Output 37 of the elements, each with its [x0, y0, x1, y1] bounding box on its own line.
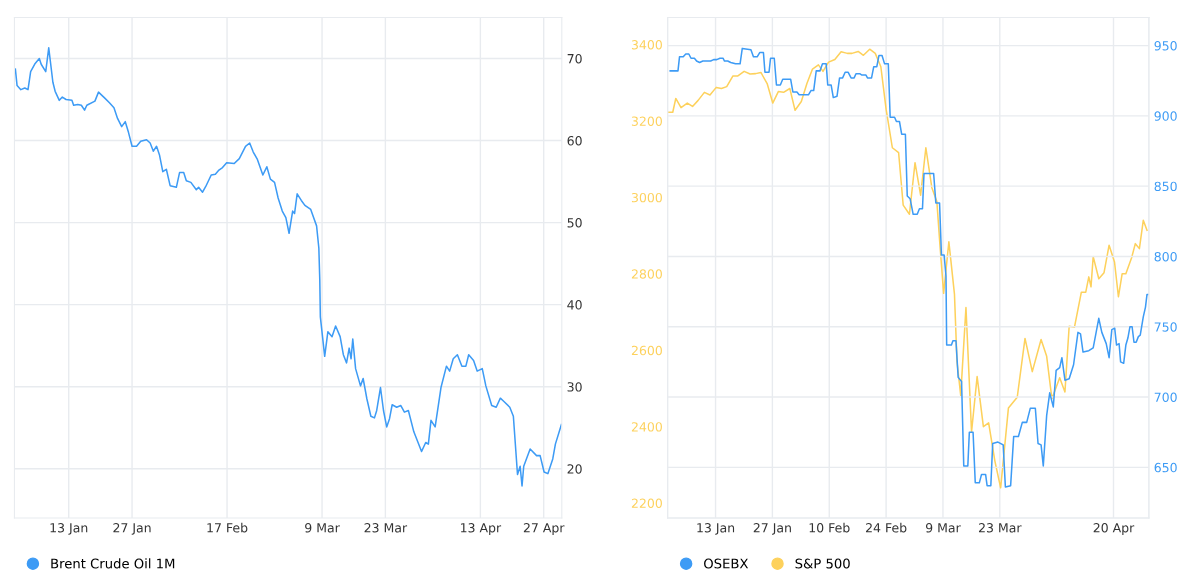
- y-tick-label: 2400: [631, 422, 662, 432]
- y2-tick-label: 750: [1154, 322, 1177, 332]
- y-tick-label: 50: [567, 218, 582, 228]
- x-tick-label: 27 Jan: [753, 523, 791, 535]
- y-tick-label: 60: [567, 136, 582, 146]
- y-tick-label: 3400: [631, 40, 662, 50]
- y2-tick-label: 700: [1154, 392, 1177, 402]
- x-tick-label: 13 Apr: [461, 523, 502, 535]
- x-tick-label: 9 Mar: [925, 523, 961, 533]
- x-tick-label: 10 Feb: [809, 522, 850, 533]
- legend-label: Brent Crude Oil 1M: [51, 558, 175, 569]
- legend-label: OSEBX: [704, 558, 749, 569]
- x-tick-label: 24 Feb: [866, 522, 907, 533]
- y-tick-label: 2600: [631, 345, 662, 356]
- y-tick-label: 20: [567, 464, 582, 474]
- legend-label: S&P 500: [795, 558, 850, 569]
- x-tick-label: 23 Mar: [364, 523, 408, 533]
- x-tick-label: 23 Mar: [978, 523, 1022, 533]
- y2-tick-label: 650: [1154, 462, 1177, 473]
- y2-tick-label: 900: [1154, 111, 1177, 121]
- y-tick-label: 70: [567, 53, 582, 64]
- x-tick-label: 27 Jan: [113, 523, 151, 535]
- y-tick-label: 3000: [631, 192, 662, 203]
- y-tick-label: 3200: [631, 116, 662, 126]
- y-tick-label: 40: [567, 300, 582, 310]
- y-tick-label: 2200: [631, 498, 662, 509]
- y-tick-label: 2800: [631, 269, 662, 279]
- y-tick-label: 30: [567, 382, 582, 392]
- x-tick-label: 20 Apr: [1093, 523, 1135, 535]
- x-tick-label: 13 Jan: [50, 523, 88, 535]
- y2-tick-label: 800: [1154, 251, 1177, 262]
- x-tick-label: 9 Mar: [305, 523, 340, 533]
- y2-tick-label: 850: [1154, 181, 1177, 192]
- y2-tick-label: 950: [1154, 41, 1177, 51]
- x-tick-label: 13 Jan: [697, 523, 735, 535]
- x-tick-label: 17 Feb: [207, 522, 248, 533]
- x-tick-label: 27 Apr: [523, 523, 565, 535]
